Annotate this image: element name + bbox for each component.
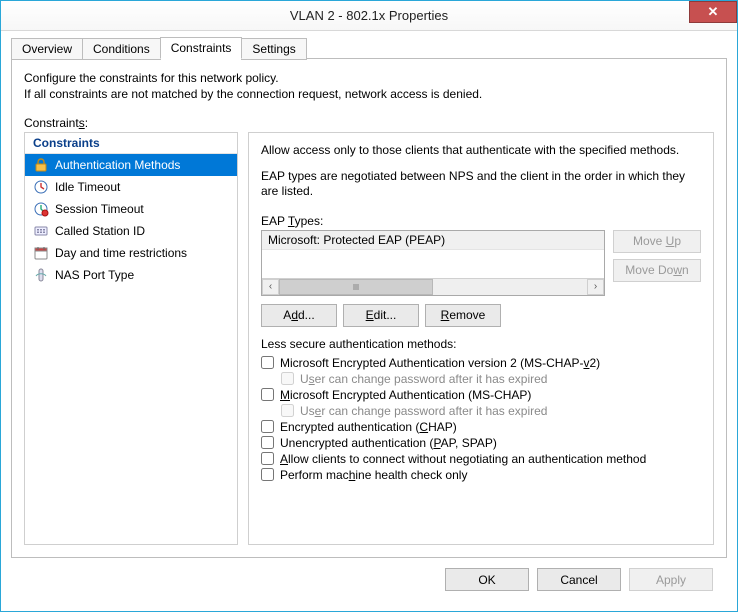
mschap-v2-sub-label: User can change password after it has ex… xyxy=(300,372,547,386)
chap-checkbox[interactable] xyxy=(261,420,274,433)
constraints-sidebar: Constraints Authentication Methods Idle … xyxy=(24,132,238,545)
sidebar-item-label: Authentication Methods xyxy=(55,158,180,172)
tab-strip: Overview Conditions Constraints Settings xyxy=(11,37,727,59)
nas-port-icon xyxy=(33,267,49,283)
eap-move-buttons: Move Up Move Down xyxy=(613,230,701,282)
ok-button[interactable]: OK xyxy=(445,568,529,591)
tab-constraints[interactable]: Constraints xyxy=(160,37,243,59)
sidebar-item-authentication-methods[interactable]: Authentication Methods xyxy=(25,154,237,176)
close-button[interactable]: ✕ xyxy=(689,1,737,23)
eap-desc-text: EAP types are negotiated between NPS and… xyxy=(261,169,701,200)
machine-health-row: Perform machine health check only xyxy=(261,467,701,483)
constraints-detail-pane: Allow access only to those clients that … xyxy=(248,132,714,545)
description-text: Configure the constraints for this netwo… xyxy=(24,71,714,102)
mschap-row: Microsoft Encrypted Authentication (MS-C… xyxy=(261,387,701,403)
called-station-icon xyxy=(33,223,49,239)
sidebar-item-label: Session Timeout xyxy=(55,202,144,216)
apply-button[interactable]: Apply xyxy=(629,568,713,591)
eap-types-listbox[interactable]: Microsoft: Protected EAP (PEAP) ‹ › xyxy=(261,230,605,296)
eap-list-item[interactable]: Microsoft: Protected EAP (PEAP) xyxy=(262,231,604,250)
desc-line-2: If all constraints are not matched by th… xyxy=(24,87,482,101)
session-timeout-icon xyxy=(33,201,49,217)
mschap-v2-row: Microsoft Encrypted Authentication versi… xyxy=(261,355,701,371)
window-title: VLAN 2 - 802.1x Properties xyxy=(1,8,737,23)
remove-button[interactable]: Remove xyxy=(425,304,501,327)
mschap-v2-checkbox[interactable] xyxy=(261,356,274,369)
eap-list: Microsoft: Protected EAP (PEAP) xyxy=(262,231,604,278)
sidebar-item-label: Day and time restrictions xyxy=(55,246,187,260)
allow-without-row: Allow clients to connect without negotia… xyxy=(261,451,701,467)
mschap-label: Microsoft Encrypted Authentication (MS-C… xyxy=(280,388,531,402)
idle-timeout-icon xyxy=(33,179,49,195)
move-up-button[interactable]: Move Up xyxy=(613,230,701,253)
sidebar-item-nas-port-type[interactable]: NAS Port Type xyxy=(25,264,237,286)
sidebar-item-label: Idle Timeout xyxy=(55,180,120,194)
tab-panel-constraints: Configure the constraints for this netwo… xyxy=(11,58,727,558)
allow-without-label: Allow clients to connect without negotia… xyxy=(280,452,646,466)
window-content: Overview Conditions Constraints Settings… xyxy=(1,31,737,611)
eap-action-buttons: Add... Edit... Remove xyxy=(261,304,701,327)
less-secure-label: Less secure authentication methods: xyxy=(261,337,701,351)
sidebar-item-day-time-restrictions[interactable]: Day and time restrictions xyxy=(25,242,237,264)
sidebar-item-idle-timeout[interactable]: Idle Timeout xyxy=(25,176,237,198)
scroll-left-arrow-icon[interactable]: ‹ xyxy=(262,279,279,295)
chap-label: Encrypted authentication (CHAP) xyxy=(280,420,457,434)
pap-row: Unencrypted authentication (PAP, SPAP) xyxy=(261,435,701,451)
close-icon: ✕ xyxy=(708,4,719,20)
titlebar: VLAN 2 - 802.1x Properties ✕ xyxy=(1,1,737,31)
pap-label: Unencrypted authentication (PAP, SPAP) xyxy=(280,436,497,450)
pap-checkbox[interactable] xyxy=(261,436,274,449)
move-down-button[interactable]: Move Down xyxy=(613,259,701,282)
lock-icon xyxy=(33,157,49,173)
eap-types-row: Microsoft: Protected EAP (PEAP) ‹ › xyxy=(261,230,701,296)
tab-settings[interactable]: Settings xyxy=(241,38,306,60)
mschap-v2-sub-checkbox xyxy=(281,372,294,385)
machine-health-label: Perform machine health check only xyxy=(280,468,467,482)
sidebar-item-label: NAS Port Type xyxy=(55,268,134,282)
desc-line-1: Configure the constraints for this netwo… xyxy=(24,71,279,85)
horizontal-scrollbar[interactable]: ‹ › xyxy=(262,278,604,295)
sidebar-item-called-station-id[interactable]: Called Station ID xyxy=(25,220,237,242)
sidebar-header: Constraints xyxy=(25,133,237,154)
properties-window: VLAN 2 - 802.1x Properties ✕ Overview Co… xyxy=(0,0,738,612)
machine-health-checkbox[interactable] xyxy=(261,468,274,481)
mschap-sub-label: User can change password after it has ex… xyxy=(300,404,547,418)
constraints-label: Constraints: xyxy=(24,116,714,130)
intro-text: Allow access only to those clients that … xyxy=(261,143,701,159)
calendar-icon xyxy=(33,245,49,261)
add-button[interactable]: Add... xyxy=(261,304,337,327)
edit-button[interactable]: Edit... xyxy=(343,304,419,327)
mschap-sub-row: User can change password after it has ex… xyxy=(281,403,701,419)
grip-icon xyxy=(351,283,361,291)
scroll-right-arrow-icon[interactable]: › xyxy=(587,279,604,295)
mschap-sub-checkbox xyxy=(281,404,294,417)
eap-types-label: EAP Types: xyxy=(261,214,701,228)
tab-conditions[interactable]: Conditions xyxy=(82,38,161,60)
chap-row: Encrypted authentication (CHAP) xyxy=(261,419,701,435)
mschap-checkbox[interactable] xyxy=(261,388,274,401)
mschap-v2-sub-row: User can change password after it has ex… xyxy=(281,371,701,387)
scroll-thumb[interactable] xyxy=(279,279,433,295)
sidebar-item-session-timeout[interactable]: Session Timeout xyxy=(25,198,237,220)
sidebar-item-label: Called Station ID xyxy=(55,224,145,238)
tab-overview[interactable]: Overview xyxy=(11,38,83,60)
allow-without-checkbox[interactable] xyxy=(261,452,274,465)
mschap-v2-label: Microsoft Encrypted Authentication versi… xyxy=(280,356,600,370)
split-pane: Constraints Authentication Methods Idle … xyxy=(24,132,714,545)
scroll-track[interactable] xyxy=(279,279,587,295)
cancel-button[interactable]: Cancel xyxy=(537,568,621,591)
dialog-button-row: OK Cancel Apply xyxy=(11,558,727,601)
